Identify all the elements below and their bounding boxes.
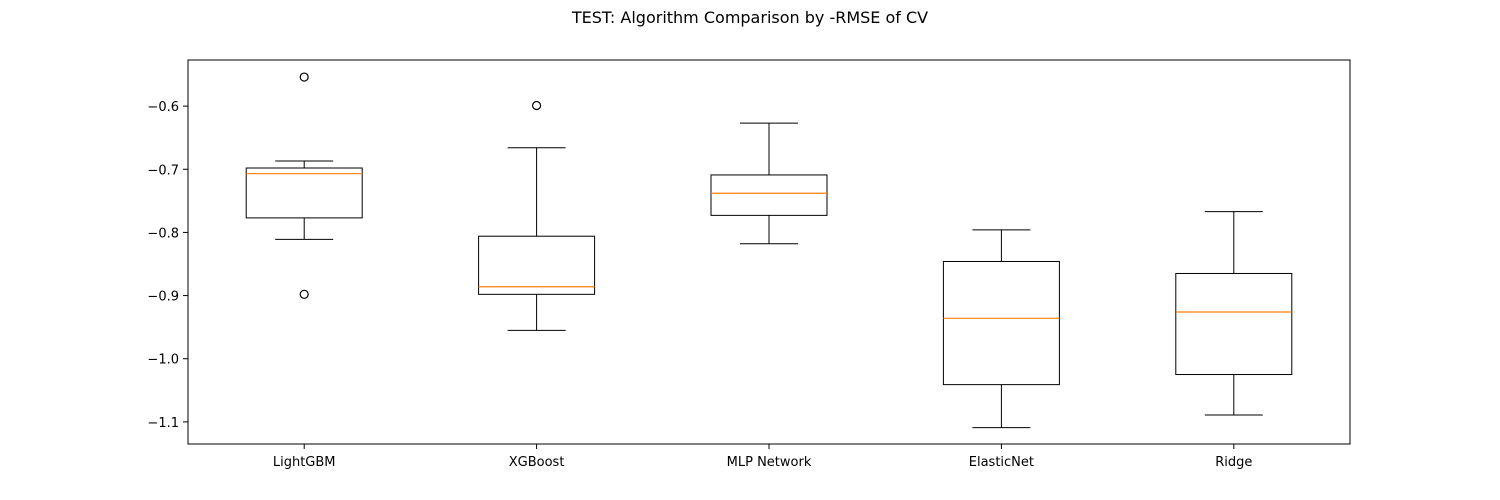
y-axis: −1.1 −1.0 −0.9 −0.8 −0.7 −0.6 — [147, 100, 188, 431]
chart-title: TEST: Algorithm Comparison by -RMSE of C… — [571, 8, 929, 27]
outlier-point — [531, 100, 542, 111]
x-tick-label: Ridge — [1215, 455, 1252, 470]
box-elasticnet — [942, 229, 1060, 429]
x-tick-label: MLP Network — [727, 455, 812, 470]
boxes-group — [245, 72, 1293, 429]
iqr-box — [245, 167, 363, 219]
outlier-point — [299, 289, 309, 299]
iqr-box — [710, 174, 828, 216]
outlier-point — [299, 72, 309, 82]
box-lightgbm — [245, 72, 363, 299]
y-tick-label: −0.9 — [147, 290, 179, 305]
iqr-box — [1175, 272, 1293, 376]
box-ridge — [1175, 211, 1293, 416]
box-xgboost — [478, 100, 596, 331]
x-tick-label: LightGBM — [273, 455, 336, 470]
y-tick-label: −0.8 — [147, 226, 179, 241]
x-axis: LightGBM XGBoost MLP Network ElasticNet Ridg… — [273, 444, 1252, 470]
x-tick-label: XGBoost — [509, 455, 565, 470]
x-tick-label: ElasticNet — [969, 455, 1034, 470]
y-tick-label: −0.7 — [147, 163, 179, 178]
plot-area-frame — [187, 59, 1351, 445]
box-mlp-network — [710, 122, 828, 245]
y-tick-label: −1.1 — [147, 416, 179, 431]
iqr-box — [942, 260, 1060, 386]
y-tick-label: −1.0 — [147, 353, 179, 368]
iqr-box — [478, 235, 596, 295]
y-tick-label: −0.6 — [147, 100, 179, 115]
